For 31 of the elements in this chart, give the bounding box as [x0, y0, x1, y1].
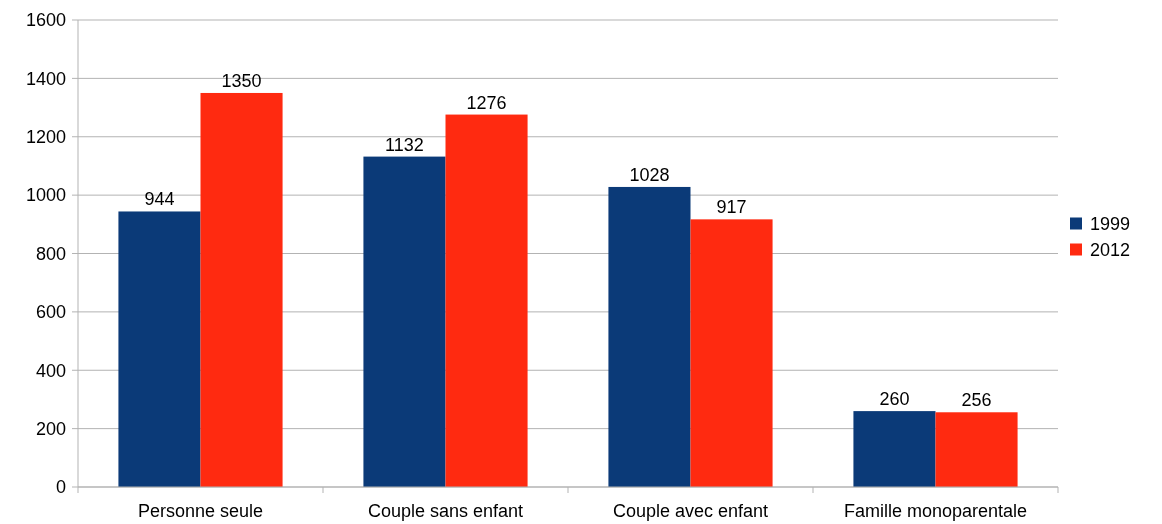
data-label: 1028 — [629, 164, 670, 185]
y-tick-label: 1400 — [25, 68, 66, 89]
x-tick-label: Famille monoparentale — [843, 501, 1028, 521]
bar — [200, 92, 283, 487]
y-tick-label: 1000 — [25, 185, 66, 206]
y-tick-label: 0 — [55, 477, 66, 498]
y-tick-label: 400 — [35, 360, 66, 381]
data-label: 256 — [961, 390, 992, 411]
data-label: 1132 — [385, 134, 424, 155]
data-label: 917 — [716, 197, 747, 218]
y-tick-label: 600 — [35, 302, 66, 323]
bar — [690, 219, 773, 487]
data-label: 1276 — [466, 92, 507, 113]
bar — [608, 186, 691, 487]
y-tick-label: 1200 — [25, 127, 66, 148]
x-tick-label: Personne seule — [137, 501, 264, 521]
data-label: 1350 — [221, 70, 262, 91]
data-label: 260 — [879, 389, 910, 410]
y-tick-label: 800 — [35, 243, 66, 264]
bar — [118, 211, 201, 487]
bar — [935, 412, 1018, 487]
x-tick-label: Couple avec enfant — [612, 501, 769, 521]
y-tick-label: 200 — [35, 418, 66, 439]
legend-label: 2012 — [1090, 239, 1131, 260]
data-label: 944 — [144, 189, 175, 210]
x-tick-label: Couple sans enfant — [367, 501, 524, 521]
bar — [363, 156, 446, 487]
legend-label: 1999 — [1090, 213, 1131, 234]
bar — [445, 114, 528, 487]
bar — [853, 411, 936, 487]
y-tick-label: 1600 — [25, 10, 66, 31]
